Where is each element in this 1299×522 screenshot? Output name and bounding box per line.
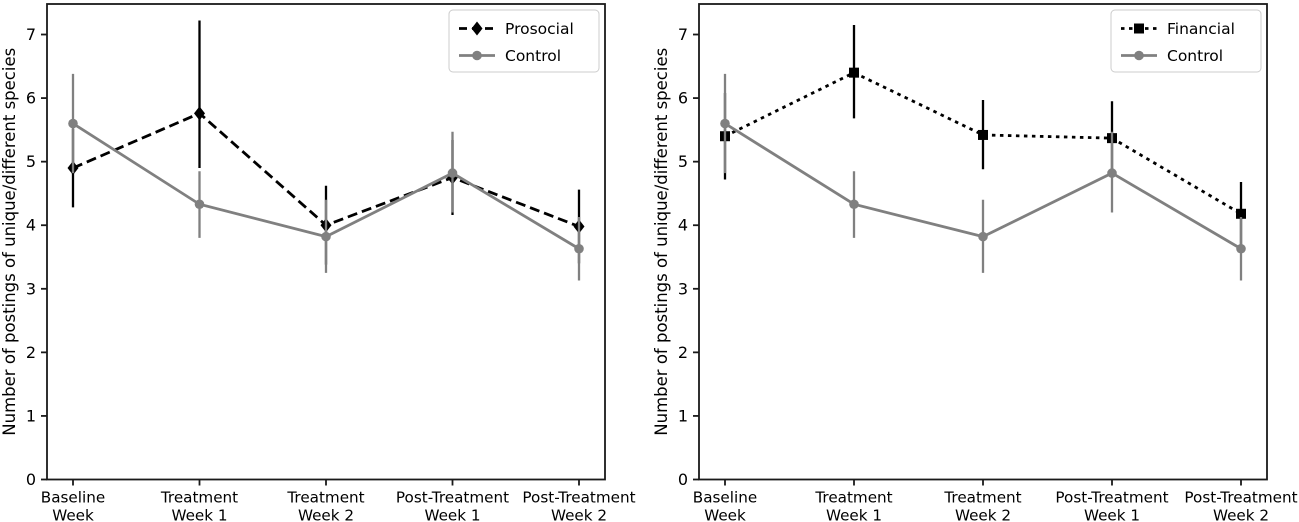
circle-marker [447,168,458,178]
y-axis: 0 1 2 3 4 5 6 7 [678,25,699,489]
square-marker [978,129,988,140]
square-marker [1236,208,1246,219]
circle-marker [720,118,730,129]
x-tick-label: Week 1 [171,507,227,522]
x-tick-label: Week 2 [551,507,607,522]
legend: Financial Control [1110,9,1262,73]
y-tick-label: 3 [26,279,36,298]
series-line [724,71,1242,215]
x-tick-label: Week 1 [1084,507,1140,522]
x-tick-label: Post-Treatment [1184,489,1297,507]
series-control [720,73,1246,281]
x-tick-label: Week 2 [955,507,1011,522]
y-tick-label: 5 [26,152,36,171]
x-tick-label: Treatment [286,489,364,507]
x-tick-label: Post-Treatment [522,489,635,507]
y-tick-label: 1 [26,406,36,425]
x-tick-label: Post-Treatment [1055,489,1168,507]
series-control [68,73,584,281]
circle-marker [321,231,331,242]
circle-marker [978,231,988,242]
y-axis-label: Number of postings of unique/different s… [0,48,19,436]
square-marker [1134,23,1144,34]
x-tick-label: Treatment [160,489,238,507]
panel-right: 0 1 2 3 4 5 6 7 Baseline Week Treatment Week 1 Treat… [650,0,1299,522]
y-axis-label: Number of postings of unique/different s… [652,48,671,436]
x-tick-label: Post-Treatment [396,489,509,507]
square-marker [849,67,859,78]
y-axis: 0 1 2 3 4 5 6 7 [26,25,47,489]
circle-marker [1236,243,1246,254]
x-tick-label: Treatment [814,489,892,507]
y-tick-label: 3 [678,279,688,298]
circle-marker [1107,168,1117,178]
x-tick-label: Week 1 [424,507,480,522]
x-tick-label: Baseline [41,489,105,507]
legend-label: Control [1167,47,1223,65]
legend-label: Financial [1167,20,1235,38]
y-tick-label: 4 [678,216,688,235]
y-tick-label: 6 [26,89,36,108]
y-tick-label: 1 [678,406,688,425]
x-tick-label: Baseline [693,489,757,507]
diamond-marker [194,106,205,121]
panel-left: 0 1 2 3 4 5 6 7 Baseline Week Treatment Week 1 Treat… [0,3,636,522]
x-tick-label: Week [52,507,94,522]
x-tick-label: Week [704,507,746,522]
legend: Prosocial Control [448,9,600,73]
y-tick-label: 4 [26,216,36,235]
y-tick-label: 7 [26,25,36,44]
y-tick-label: 2 [26,343,36,362]
circle-marker [194,199,205,210]
legend-item-control: Control [459,47,561,65]
x-tick-label: Week 2 [298,507,354,522]
legend-label: Control [505,47,561,65]
y-tick-label: 6 [678,89,688,108]
x-tick-label: Treatment [943,489,1021,507]
y-tick-label: 2 [678,343,688,362]
circle-marker [849,199,859,210]
y-tick-label: 0 [26,470,36,489]
y-tick-label: 7 [678,25,688,44]
y-tick-label: 0 [678,470,688,489]
y-tick-label: 5 [678,152,688,171]
legend-item-prosocial: Prosocial [459,20,574,38]
legend-item-control: Control [1121,47,1223,65]
x-tick-label: Week 1 [826,507,882,522]
circle-marker [574,243,584,254]
legend-item-financial: Financial [1121,20,1235,38]
circle-marker [472,50,482,61]
circle-marker [1134,50,1144,61]
legend-label: Prosocial [505,20,574,38]
x-tick-label: Week 2 [1213,507,1269,522]
circle-marker [68,118,78,129]
diamond-marker [471,21,483,36]
